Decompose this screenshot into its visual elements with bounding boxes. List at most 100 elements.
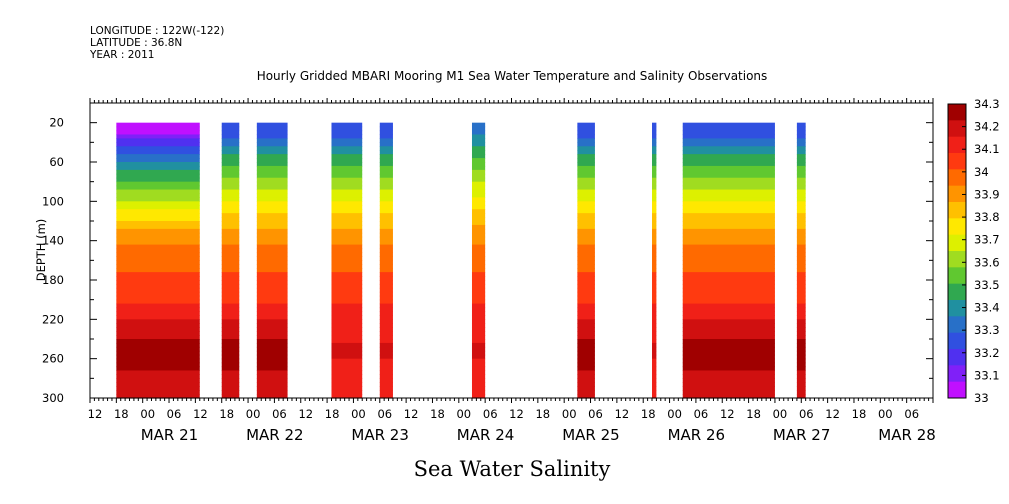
salinity-cell bbox=[221, 311, 240, 316]
salinity-cell bbox=[796, 205, 806, 210]
salinity-cell bbox=[652, 370, 657, 375]
salinity-cell bbox=[471, 189, 486, 195]
salinity-cell bbox=[471, 311, 486, 316]
salinity-cell bbox=[256, 201, 288, 206]
salinity-cell bbox=[221, 201, 240, 206]
salinity-cell bbox=[331, 224, 363, 230]
colorbar-swatch bbox=[948, 202, 966, 219]
salinity-cell bbox=[682, 185, 775, 191]
salinity-cell bbox=[796, 323, 806, 328]
salinity-cell bbox=[116, 165, 200, 171]
salinity-cell bbox=[577, 303, 595, 309]
colorbar-swatch bbox=[948, 316, 966, 334]
salinity-cell bbox=[379, 201, 393, 206]
salinity-cell bbox=[379, 221, 393, 226]
data-segment bbox=[796, 122, 806, 399]
x-hour-label: 06 bbox=[272, 407, 287, 421]
salinity-cell bbox=[221, 319, 240, 324]
salinity-cell bbox=[652, 366, 657, 372]
salinity-cell bbox=[652, 358, 657, 364]
salinity-cell bbox=[652, 287, 657, 293]
salinity-cell bbox=[116, 378, 200, 383]
salinity-cell bbox=[577, 205, 595, 210]
salinity-cell bbox=[256, 213, 288, 218]
salinity-cell bbox=[652, 311, 657, 316]
salinity-cell bbox=[256, 342, 288, 348]
x-date-label: MAR 26 bbox=[668, 426, 725, 444]
salinity-cell bbox=[652, 158, 657, 163]
salinity-cell bbox=[221, 303, 240, 309]
colorbar-label: 34.1 bbox=[974, 142, 1000, 156]
salinity-cell bbox=[379, 232, 393, 238]
salinity-cell bbox=[682, 319, 775, 324]
salinity-cell bbox=[471, 354, 486, 360]
salinity-cell bbox=[116, 260, 200, 265]
salinity-cell bbox=[796, 189, 806, 195]
x-hour-label: 12 bbox=[404, 407, 419, 421]
salinity-cell bbox=[577, 319, 595, 324]
data-segment bbox=[256, 122, 288, 399]
salinity-cell bbox=[331, 287, 363, 293]
salinity-cell bbox=[682, 264, 775, 269]
salinity-cell bbox=[652, 134, 657, 139]
salinity-cell bbox=[682, 142, 775, 147]
salinity-cell bbox=[379, 264, 393, 269]
salinity-cell bbox=[116, 386, 200, 391]
salinity-cell bbox=[221, 394, 240, 399]
salinity-cell bbox=[331, 197, 363, 202]
salinity-cell bbox=[682, 201, 775, 206]
salinity-cell bbox=[221, 280, 240, 285]
salinity-cell bbox=[577, 169, 595, 175]
salinity-cell bbox=[221, 181, 240, 187]
salinity-cell bbox=[577, 248, 595, 254]
salinity-cell bbox=[331, 370, 363, 375]
salinity-cell bbox=[652, 382, 657, 387]
salinity-cell bbox=[577, 232, 595, 238]
salinity-cell bbox=[577, 378, 595, 383]
salinity-cell bbox=[796, 158, 806, 163]
salinity-cell bbox=[652, 339, 657, 344]
salinity-cell bbox=[256, 193, 288, 198]
salinity-cell bbox=[796, 374, 806, 379]
salinity-cell bbox=[116, 189, 200, 195]
salinity-cell bbox=[379, 228, 393, 234]
salinity-cell bbox=[577, 260, 595, 265]
salinity-cell bbox=[471, 165, 486, 171]
salinity-cell bbox=[256, 319, 288, 324]
salinity-cell bbox=[652, 240, 657, 246]
salinity-cell bbox=[331, 122, 363, 128]
salinity-cell bbox=[116, 342, 200, 348]
x-hour-label: 00 bbox=[878, 407, 893, 421]
salinity-cell bbox=[577, 134, 595, 139]
salinity-cell bbox=[652, 291, 657, 297]
salinity-cell bbox=[256, 378, 288, 383]
y-tick-label: 60 bbox=[49, 155, 64, 169]
salinity-cell bbox=[331, 185, 363, 191]
salinity-cell bbox=[682, 122, 775, 128]
salinity-cell bbox=[379, 126, 393, 132]
salinity-cell bbox=[221, 307, 240, 313]
salinity-cell bbox=[379, 323, 393, 328]
salinity-cell bbox=[221, 162, 240, 167]
salinity-cell bbox=[682, 362, 775, 368]
salinity-cell bbox=[256, 264, 288, 269]
salinity-cell bbox=[116, 268, 200, 273]
data-segment bbox=[682, 122, 775, 399]
salinity-cell bbox=[682, 323, 775, 328]
salinity-cell bbox=[256, 130, 288, 136]
salinity-cell bbox=[682, 366, 775, 372]
salinity-cell bbox=[221, 382, 240, 387]
salinity-cell bbox=[331, 276, 363, 281]
salinity-cell bbox=[796, 327, 806, 332]
salinity-cell bbox=[577, 315, 595, 320]
x-hour-label: 12 bbox=[615, 407, 630, 421]
salinity-cell bbox=[256, 162, 288, 167]
colorbar-label: 33.3 bbox=[974, 323, 1000, 337]
salinity-cell bbox=[331, 264, 363, 269]
salinity-cell bbox=[682, 213, 775, 218]
salinity-cell bbox=[331, 350, 363, 356]
salinity-cell bbox=[577, 370, 595, 375]
x-hour-label: 18 bbox=[535, 407, 550, 421]
x-hour-label: 18 bbox=[430, 407, 445, 421]
salinity-cell bbox=[796, 224, 806, 230]
